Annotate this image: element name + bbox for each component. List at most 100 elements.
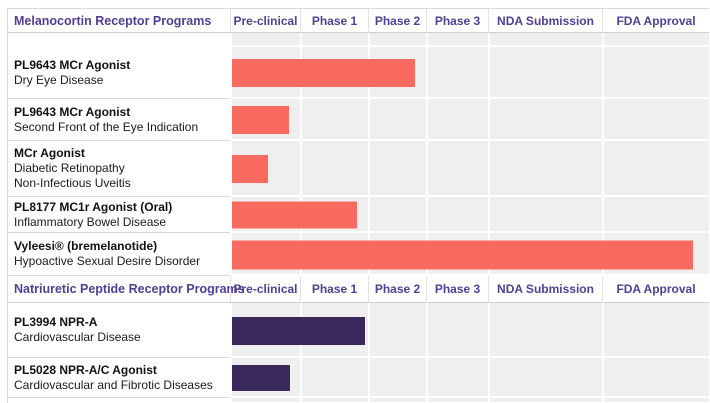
program-name: PL9643 MCr Agonist	[14, 104, 131, 119]
spacer-grid	[230, 398, 709, 403]
grid-cell	[426, 398, 488, 403]
grid-cell	[368, 398, 426, 403]
indication-text: Second Front of the Eye Indication	[14, 119, 199, 134]
section-title-melanocortin: Melanocortin Receptor Programs	[14, 13, 212, 28]
grid-cell	[488, 47, 602, 99]
column-header-preclinical: Pre-clinical	[230, 276, 300, 302]
section-title-natriuretic: Natriuretic Peptide Receptor Programs	[14, 282, 245, 296]
spacer-label	[8, 398, 230, 403]
program-name: PL8177 MC1r Agonist (Oral)	[14, 199, 173, 214]
indication-text: Dry Eye Disease	[14, 72, 104, 87]
pipeline-bar	[232, 240, 693, 269]
column-header-phase3: Phase 3	[426, 9, 488, 32]
row-label: PL9643 MCr Agonist Dry Eye Disease	[8, 47, 230, 99]
grid-cell	[368, 358, 426, 398]
column-header-fda: FDA Approval	[602, 9, 709, 32]
grid-cell	[602, 398, 709, 403]
section-header-row-natriuretic: Natriuretic Peptide Receptor Programs Pr…	[8, 276, 709, 303]
indication-text: Cardiovascular and Fibrotic Diseases	[14, 377, 213, 392]
grid-cell	[300, 99, 368, 141]
grid-cell	[602, 197, 709, 233]
indication-text: Hypoactive Sexual Desire Disorder	[14, 254, 201, 268]
bottom-spacer-row	[8, 398, 709, 403]
row-label: PL9643 MCr Agonist Second Front of the E…	[8, 99, 230, 141]
column-header-fda: FDA Approval	[602, 276, 709, 302]
grid-cell	[488, 33, 602, 47]
row-label: PL3994 NPR-A Cardiovascular Disease	[8, 303, 230, 358]
pipeline-row-pl9643-dry-eye: PL9643 MCr Agonist Dry Eye Disease	[8, 47, 709, 99]
program-name: Vyleesi® (bremelanotide)	[14, 239, 158, 253]
row-grid	[230, 197, 709, 233]
grid-cell	[488, 358, 602, 398]
grid-cell	[426, 141, 488, 197]
column-header-preclinical: Pre-clinical	[230, 9, 300, 32]
row-grid	[230, 99, 709, 141]
grid-cell	[368, 99, 426, 141]
program-name: PL5028 NPR-A/C Agonist	[14, 362, 157, 377]
row-label: MCr Agonist Diabetic Retinopathy Non-Inf…	[8, 141, 230, 197]
grid-cell	[488, 99, 602, 141]
grid-cell	[426, 303, 488, 358]
column-header-phase2: Phase 2	[368, 9, 426, 32]
grid-cell	[368, 197, 426, 233]
grid-cell	[602, 99, 709, 141]
pipeline-row-vyleesi: Vyleesi® (bremelanotide) Hypoactive Sexu…	[8, 233, 709, 276]
grid-cell	[426, 358, 488, 398]
pipeline-row-pl3994: PL3994 NPR-A Cardiovascular Disease	[8, 303, 709, 358]
grid-cell	[488, 303, 602, 358]
pipeline-bar	[232, 106, 289, 134]
grid-cell	[230, 398, 300, 403]
column-header-phase2: Phase 2	[368, 276, 426, 302]
pipeline-row-pl8177: PL8177 MC1r Agonist (Oral) Inflammatory …	[8, 197, 709, 233]
program-name: MCr Agonist	[14, 146, 85, 160]
grid-cell	[368, 141, 426, 197]
row-grid	[230, 141, 709, 197]
grid-cell	[426, 47, 488, 99]
indication-text: Cardiovascular Disease	[14, 330, 141, 344]
spacer-grid	[230, 33, 709, 47]
pipeline-row-mcr-agonist: MCr Agonist Diabetic Retinopathy Non-Inf…	[8, 141, 709, 197]
pipeline-bar	[232, 155, 268, 183]
pipeline-row-pl9643-second-front: PL9643 MCr Agonist Second Front of the E…	[8, 99, 709, 141]
row-grid	[230, 358, 709, 398]
grid-cell	[426, 33, 488, 47]
pipeline-bar	[232, 316, 365, 345]
grid-cell	[488, 141, 602, 197]
grid-cell	[368, 33, 426, 47]
grid-cell	[488, 197, 602, 233]
grid-cell	[300, 33, 368, 47]
row-grid	[230, 233, 709, 276]
grid-cell	[368, 303, 426, 358]
pipeline-row-pl5028: PL5028 NPR-A/C Agonist Cardiovascular an…	[8, 358, 709, 398]
row-label: PL5028 NPR-A/C Agonist Cardiovascular an…	[8, 358, 230, 398]
spacer-row	[8, 33, 709, 47]
grid-cell	[426, 197, 488, 233]
pipeline-bar	[232, 59, 415, 87]
grid-cell	[230, 33, 300, 47]
section-header-row-melanocortin: Melanocortin Receptor Programs Pre-clini…	[8, 9, 709, 33]
pipeline-bar	[232, 201, 357, 229]
indication-text: Inflammatory Bowel Disease	[14, 214, 167, 229]
row-label: Vyleesi® (bremelanotide) Hypoactive Sexu…	[8, 233, 230, 276]
program-name: PL9643 MCr Agonist	[14, 57, 131, 72]
grid-cell	[602, 303, 709, 358]
grid-cell	[602, 33, 709, 47]
spacer-label	[8, 33, 230, 47]
column-header-phase1: Phase 1	[300, 276, 368, 302]
row-grid	[230, 303, 709, 358]
grid-cell	[300, 141, 368, 197]
pipeline-table: Melanocortin Receptor Programs Pre-clini…	[7, 8, 709, 403]
column-header-phase3: Phase 3	[426, 276, 488, 302]
grid-cell	[426, 99, 488, 141]
column-header-phase1: Phase 1	[300, 9, 368, 32]
indication-text: Diabetic Retinopathy Non-Infectious Uvei…	[14, 161, 131, 190]
pipeline-bar	[232, 365, 290, 391]
grid-cell	[602, 47, 709, 99]
column-header-nda: NDA Submission	[488, 276, 602, 302]
grid-cell	[488, 398, 602, 403]
grid-cell	[300, 398, 368, 403]
program-name: PL3994 NPR-A	[14, 315, 98, 329]
column-header-nda: NDA Submission	[488, 9, 602, 32]
row-label: PL8177 MC1r Agonist (Oral) Inflammatory …	[8, 197, 230, 233]
